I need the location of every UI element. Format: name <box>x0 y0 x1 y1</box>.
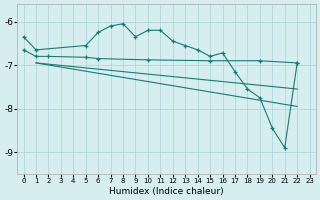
X-axis label: Humidex (Indice chaleur): Humidex (Indice chaleur) <box>109 187 224 196</box>
